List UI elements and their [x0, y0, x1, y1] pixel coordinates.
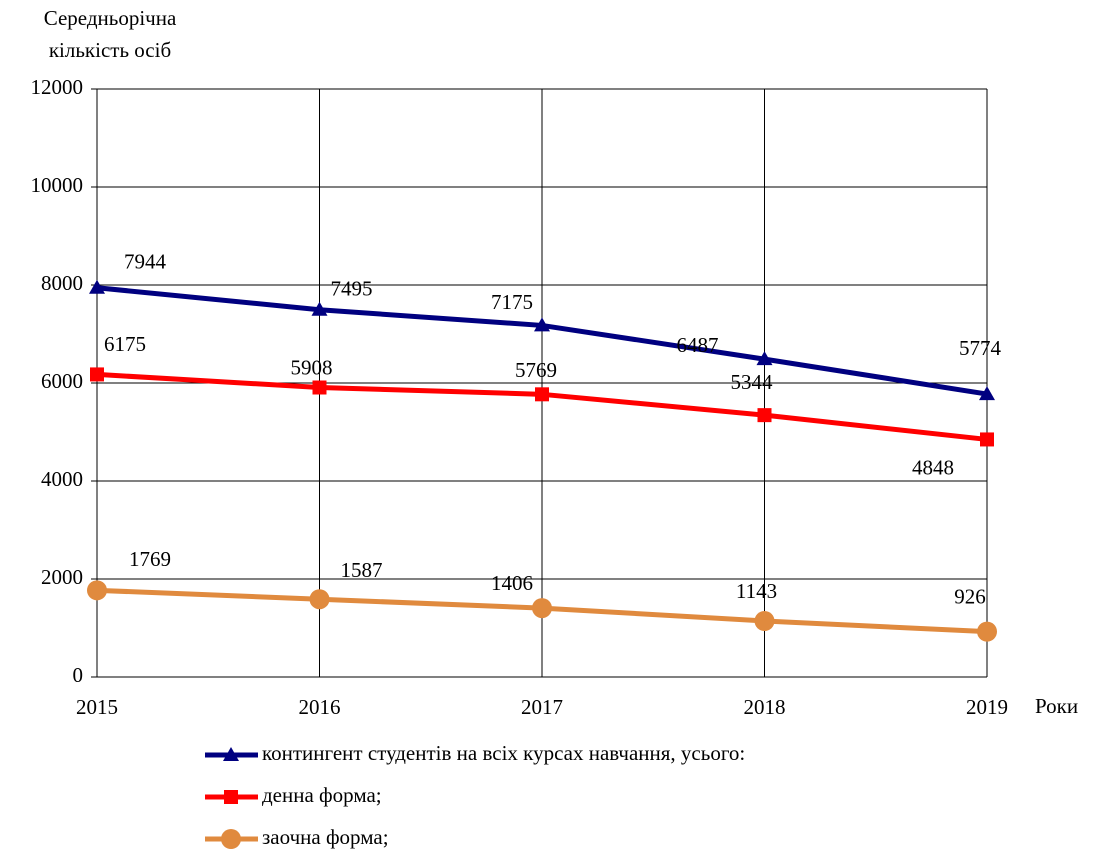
data-label: 5769	[515, 358, 557, 382]
y-tick-label: 8000	[41, 271, 83, 295]
data-label: 7944	[124, 250, 167, 274]
y-tick-label: 0	[73, 663, 84, 687]
point-marker	[754, 610, 775, 631]
data-label: 1769	[129, 547, 171, 571]
point-marker	[977, 621, 997, 642]
data-label: 1143	[736, 579, 777, 603]
data-label: 5908	[291, 355, 333, 379]
point-marker	[309, 589, 330, 610]
point-marker	[980, 432, 994, 447]
point-marker	[535, 387, 549, 402]
data-label: 4848	[912, 455, 954, 479]
point-marker	[757, 408, 772, 423]
data-label: 6487	[677, 333, 719, 357]
data-label: 1587	[341, 558, 383, 582]
x-tick-label: 2018	[744, 695, 786, 719]
legend-label: заочна форма;	[262, 825, 389, 849]
legend-marker	[224, 790, 238, 804]
point-marker	[89, 279, 105, 294]
y-tick-label: 4000	[41, 467, 83, 491]
data-label: 7495	[331, 277, 373, 301]
point-marker	[312, 380, 327, 395]
x-tick-label: 2017	[521, 695, 563, 719]
point-marker	[979, 386, 995, 401]
data-label: 1406	[491, 571, 533, 595]
legend-marker	[223, 747, 239, 761]
y-axis-label: Середньорічна	[44, 6, 177, 30]
legend-label: контингент студентів на всіх курсах навч…	[262, 741, 745, 765]
x-tick-label: 2019	[966, 695, 1008, 719]
point-marker	[90, 367, 104, 382]
legend-marker	[221, 829, 241, 849]
point-marker	[532, 598, 552, 619]
data-label: 5774	[959, 336, 1002, 360]
y-axis-label: кількість осіб	[49, 38, 171, 62]
y-tick-label: 6000	[41, 369, 83, 393]
data-label: 7175	[491, 290, 533, 314]
x-axis-label: Роки	[1035, 694, 1078, 718]
data-label: 5344	[731, 370, 774, 394]
point-marker	[534, 317, 550, 332]
y-tick-label: 12000	[31, 75, 84, 99]
x-tick-label: 2016	[299, 695, 341, 719]
data-label: 926	[954, 584, 986, 608]
y-tick-label: 10000	[31, 173, 84, 197]
y-tick-label: 2000	[41, 565, 83, 589]
x-tick-label: 2015	[76, 695, 118, 719]
point-marker	[87, 580, 107, 601]
point-marker	[311, 301, 328, 316]
data-label: 6175	[104, 332, 146, 356]
point-marker	[756, 351, 773, 366]
legend-label: денна форма;	[262, 783, 382, 807]
